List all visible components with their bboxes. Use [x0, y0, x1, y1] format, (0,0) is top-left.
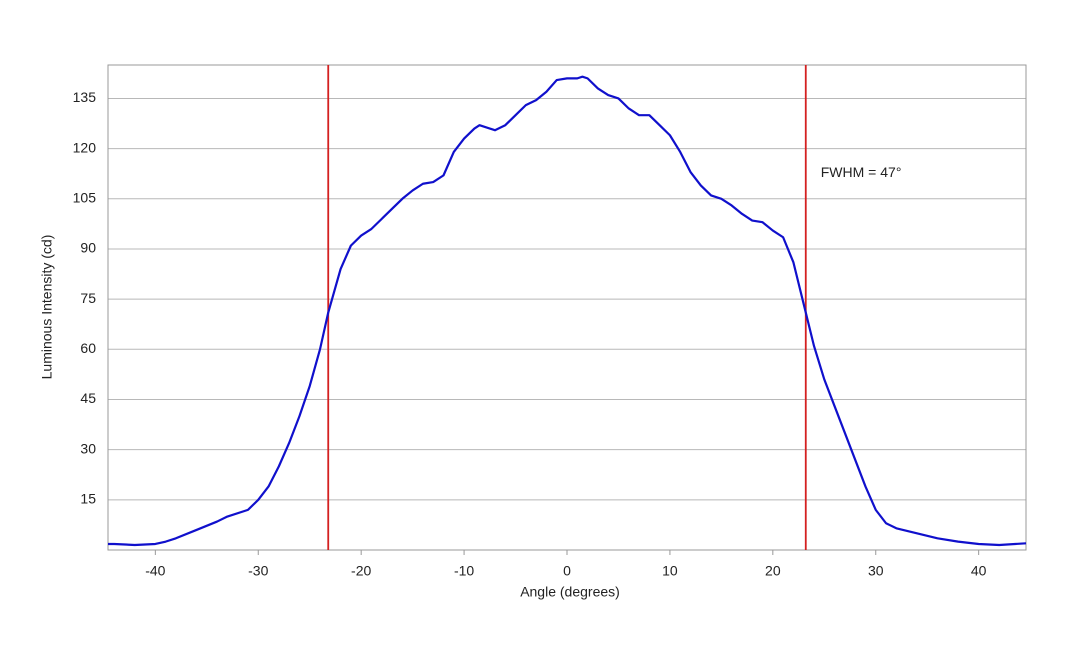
y-tick-label: 45: [80, 390, 96, 406]
x-tick-label: -30: [248, 563, 268, 579]
x-tick-label: 10: [662, 563, 678, 579]
plot-frame: [107, 64, 1027, 551]
y-tick-label: 15: [80, 491, 96, 507]
y-axis-label: Luminous Intensity (cd): [39, 235, 55, 380]
y-tick-label: 120: [73, 139, 97, 155]
y-tick-label: 60: [80, 340, 96, 356]
x-tick-label: -20: [351, 563, 371, 579]
x-tick-label: 20: [765, 563, 781, 579]
x-tick-label: -10: [454, 563, 474, 579]
x-tick-label: 30: [868, 563, 884, 579]
annotation: FWHM = 47°: [821, 164, 902, 180]
y-tick-label: 105: [73, 189, 97, 205]
x-tick-label: 0: [563, 563, 571, 579]
x-tick-label: -40: [145, 563, 165, 579]
x-tick-label: 40: [971, 563, 987, 579]
intensity-line: [108, 75, 1027, 547]
y-tick-label: 90: [80, 240, 96, 256]
y-tick-label: 75: [80, 290, 96, 306]
y-tick-label: 30: [80, 440, 96, 456]
y-tick-label: 135: [73, 89, 97, 105]
x-axis-label: Angle (degrees): [520, 584, 620, 600]
